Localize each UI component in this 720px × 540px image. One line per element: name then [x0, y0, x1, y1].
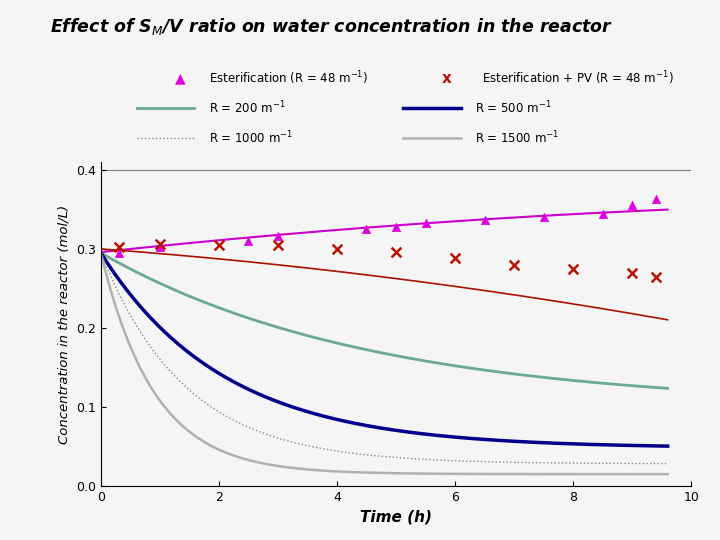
- X-axis label: Time (h): Time (h): [360, 509, 432, 524]
- Text: ▲: ▲: [175, 71, 185, 85]
- Point: [243, 237, 254, 245]
- Text: R = 500 m$^{-1}$: R = 500 m$^{-1}$: [475, 100, 552, 116]
- Point: [390, 222, 402, 231]
- Point: [449, 254, 461, 263]
- Point: [626, 268, 638, 277]
- Point: [538, 213, 549, 221]
- Text: R = 1500 m$^{-1}$: R = 1500 m$^{-1}$: [475, 130, 559, 146]
- Point: [650, 272, 662, 281]
- Point: [272, 232, 284, 241]
- Point: [272, 241, 284, 249]
- Text: Esterification (R = 48 m$^{-1}$): Esterification (R = 48 m$^{-1}$): [209, 70, 368, 87]
- Text: Effect of S$_{M}$/V ratio on water concentration in the reactor: Effect of S$_{M}$/V ratio on water conce…: [50, 16, 613, 37]
- Point: [154, 240, 166, 248]
- Point: [420, 219, 431, 227]
- Point: [597, 210, 608, 219]
- Text: R = 1000 m$^{-1}$: R = 1000 m$^{-1}$: [209, 130, 293, 146]
- Point: [213, 241, 225, 249]
- Point: [154, 243, 166, 252]
- Point: [479, 216, 490, 225]
- Text: R = 200 m$^{-1}$: R = 200 m$^{-1}$: [209, 100, 285, 116]
- Text: x: x: [441, 71, 451, 86]
- Point: [113, 248, 125, 257]
- Y-axis label: Concentration in the reactor (mol/L): Concentration in the reactor (mol/L): [58, 205, 71, 443]
- Point: [113, 242, 125, 251]
- Point: [390, 248, 402, 256]
- Point: [508, 260, 520, 269]
- Text: Esterification + PV (R = 48 m$^{-1}$): Esterification + PV (R = 48 m$^{-1}$): [482, 70, 674, 87]
- Point: [361, 225, 372, 233]
- Point: [650, 195, 662, 204]
- Point: [567, 265, 579, 273]
- Point: [626, 200, 638, 209]
- Point: [331, 245, 343, 253]
